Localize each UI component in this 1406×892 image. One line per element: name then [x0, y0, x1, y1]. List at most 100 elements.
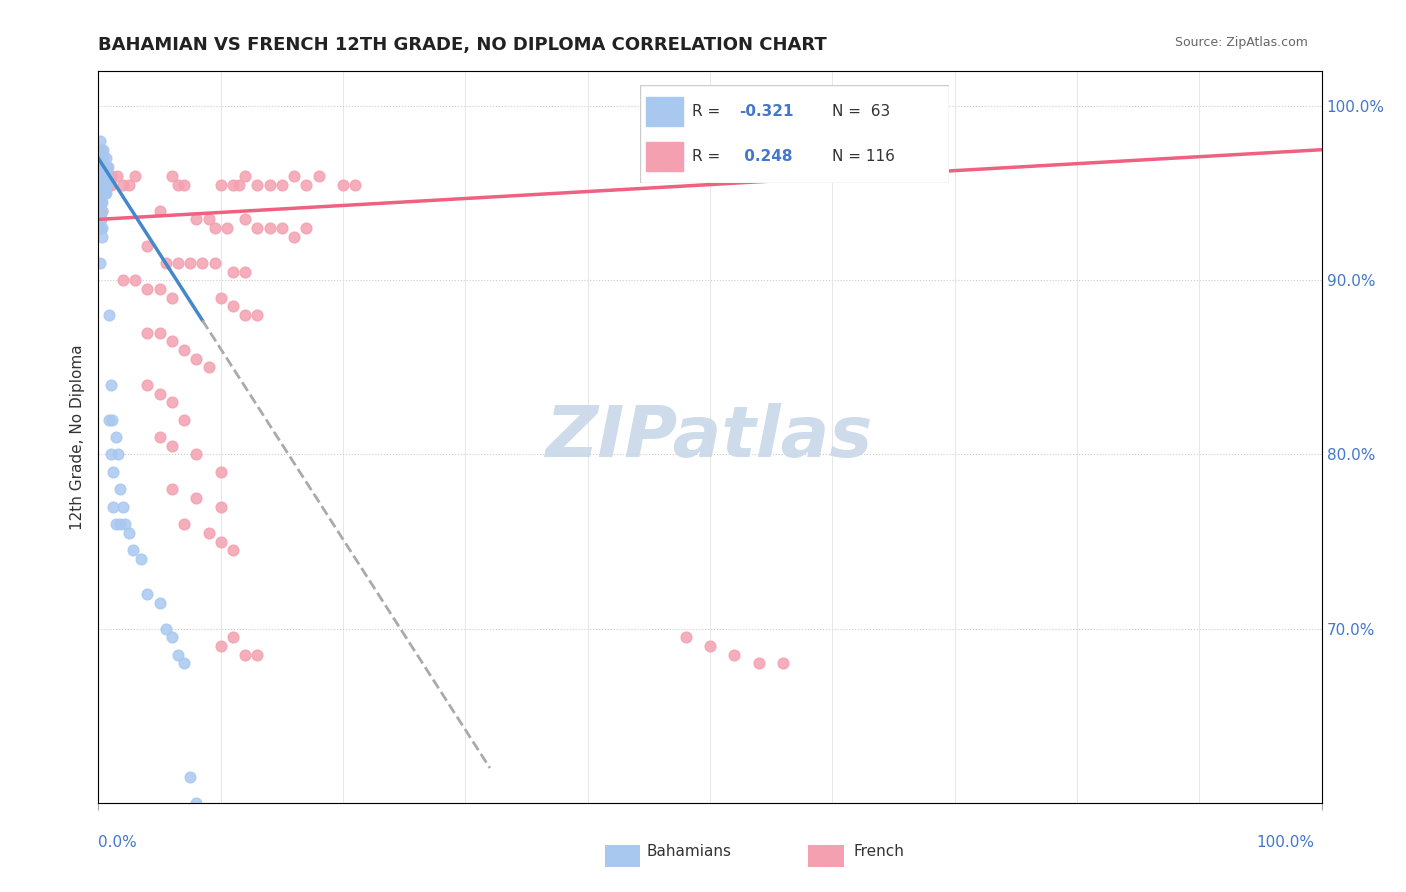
Point: [121, 543, 143, 558]
Text: R =: R =: [692, 149, 725, 164]
Point: [344, 178, 367, 192]
Point: [173, 517, 195, 532]
Point: [91, 178, 114, 192]
Text: French: French: [853, 845, 904, 859]
Point: [100, 377, 122, 392]
Text: N =  63: N = 63: [831, 103, 890, 119]
Point: [89, 186, 111, 201]
Point: [179, 770, 201, 784]
Point: [90, 160, 112, 174]
Point: [283, 169, 305, 183]
Point: [149, 595, 172, 609]
Point: [90, 160, 112, 174]
Point: [89, 134, 111, 148]
Point: [160, 395, 183, 409]
Point: [332, 178, 354, 192]
Point: [772, 657, 794, 671]
Bar: [645, 96, 683, 126]
Point: [149, 430, 172, 444]
Point: [100, 178, 122, 192]
Point: [90, 178, 112, 192]
Point: [222, 300, 245, 314]
Point: [101, 412, 124, 426]
Point: [259, 221, 281, 235]
Point: [91, 186, 114, 201]
Point: [246, 648, 269, 662]
Point: [89, 169, 111, 183]
Point: [93, 178, 115, 192]
Point: [91, 169, 114, 183]
Point: [699, 639, 721, 653]
Point: [91, 221, 114, 235]
Point: [96, 169, 118, 183]
Point: [90, 221, 112, 235]
Point: [91, 178, 114, 192]
Point: [97, 178, 120, 192]
Point: [233, 169, 256, 183]
Point: [173, 343, 195, 357]
Point: [91, 152, 114, 166]
Point: [91, 143, 114, 157]
Point: [233, 308, 256, 322]
Text: Bahamians: Bahamians: [647, 845, 731, 859]
Point: [149, 282, 172, 296]
Point: [222, 265, 245, 279]
Text: 0.0%: 0.0%: [98, 836, 138, 850]
Point: [91, 152, 114, 166]
Point: [90, 178, 112, 192]
Point: [91, 194, 114, 209]
Point: [209, 500, 232, 514]
Point: [90, 143, 112, 157]
Point: [93, 169, 115, 183]
Point: [149, 386, 172, 401]
Point: [246, 221, 269, 235]
Text: R =: R =: [692, 103, 725, 119]
Point: [101, 500, 124, 514]
Text: N = 116: N = 116: [831, 149, 894, 164]
Text: Source: ZipAtlas.com: Source: ZipAtlas.com: [1174, 36, 1308, 49]
Point: [270, 178, 294, 192]
Point: [209, 465, 232, 479]
Point: [94, 160, 117, 174]
Point: [93, 186, 115, 201]
Point: [191, 256, 214, 270]
Point: [160, 291, 183, 305]
Point: [160, 334, 183, 349]
Point: [228, 178, 250, 192]
Point: [96, 178, 118, 192]
Point: [93, 160, 115, 174]
Point: [107, 448, 129, 462]
Point: [91, 178, 114, 192]
Point: [89, 160, 111, 174]
Point: [246, 178, 269, 192]
Point: [186, 491, 208, 505]
Point: [93, 160, 115, 174]
Point: [105, 169, 128, 183]
Point: [97, 160, 120, 174]
Point: [91, 203, 114, 218]
Point: [186, 796, 208, 810]
Point: [97, 169, 120, 183]
Point: [90, 169, 112, 183]
Text: 100.0%: 100.0%: [1257, 836, 1315, 850]
Point: [94, 186, 117, 201]
Point: [209, 178, 232, 192]
Point: [96, 178, 118, 192]
Point: [96, 160, 118, 174]
Point: [90, 203, 112, 218]
Point: [90, 194, 112, 209]
Point: [91, 186, 114, 201]
Point: [197, 525, 219, 540]
Point: [100, 169, 122, 183]
Point: [215, 221, 238, 235]
Point: [124, 169, 146, 183]
Point: [111, 500, 134, 514]
Point: [90, 212, 112, 227]
Point: [259, 178, 281, 192]
Point: [91, 186, 114, 201]
Point: [93, 178, 115, 192]
Point: [91, 169, 114, 183]
Point: [173, 657, 195, 671]
Point: [308, 169, 330, 183]
Text: -0.321: -0.321: [738, 103, 793, 119]
